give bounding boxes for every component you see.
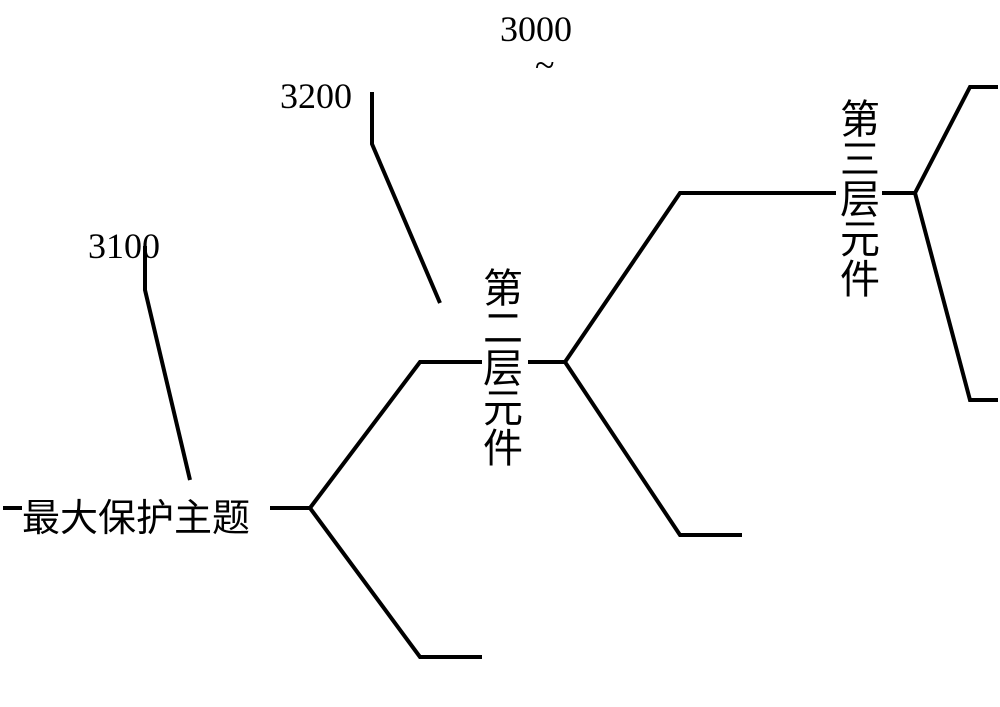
leader-line — [145, 246, 190, 480]
leader-line — [372, 92, 440, 303]
tree-node-label: 第二层元件 — [478, 267, 520, 467]
tree-edge — [270, 362, 482, 508]
tree-edge — [565, 362, 742, 535]
tree-edge — [310, 508, 482, 657]
tree-edge — [915, 193, 998, 400]
reference-label: ~ — [535, 44, 554, 86]
reference-label: 3100 — [88, 225, 160, 267]
tree-edge — [882, 87, 998, 193]
tree-node-label: 最大保护主题 — [22, 487, 250, 542]
reference-label: 3200 — [280, 75, 352, 117]
tree-edge — [528, 193, 836, 362]
tree-node-label: 第三层元件 — [835, 98, 877, 298]
